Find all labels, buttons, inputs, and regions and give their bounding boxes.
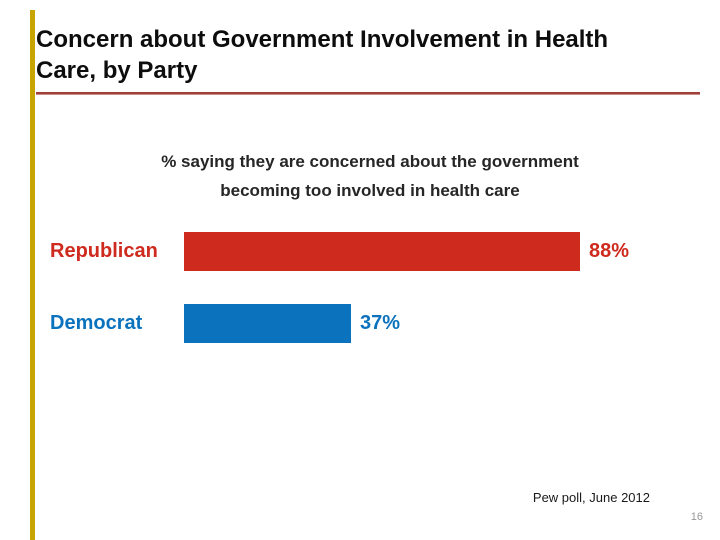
- left-accent-stripe: [30, 10, 35, 540]
- chart-row: Democrat 37%: [50, 303, 720, 343]
- value-label-republican: 88%: [589, 239, 630, 262]
- chart-row: Republican 88%: [50, 231, 720, 271]
- page-number: 16: [690, 511, 703, 523]
- source-note: Pew poll, June 2012: [532, 490, 650, 505]
- value-label-democrat: 37%: [360, 311, 401, 334]
- title-underline: [36, 92, 700, 95]
- category-label-democrat: Democrat: [50, 311, 143, 334]
- chart-caption-line2: becoming too involved in health care: [220, 181, 520, 200]
- bar-democrat: [184, 303, 351, 343]
- slide-title: Concern about Government Involvement in …: [36, 26, 609, 84]
- category-label-republican: Republican: [50, 239, 158, 262]
- bar-republican: [184, 231, 580, 271]
- chart-caption: % saying they are concerned about the go…: [60, 147, 680, 205]
- chart-caption-line1: % saying they are concerned about the go…: [161, 152, 579, 171]
- bar-chart: Republican 88% Democrat 37%: [50, 231, 720, 375]
